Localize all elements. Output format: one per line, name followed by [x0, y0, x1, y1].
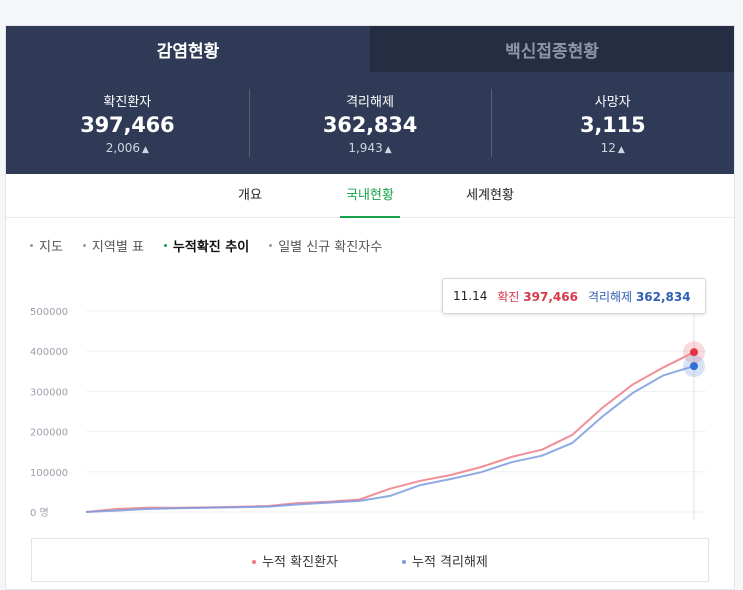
sub-tabs: 개요 국내현황 세계현황 [6, 174, 734, 218]
legend-dot-released [402, 560, 406, 564]
highlight-point-released [690, 362, 698, 371]
y-tick-label: 0 명 [30, 507, 49, 519]
top-tabs: 감염현황 백신접종현황 [6, 26, 734, 72]
bullet-icon [269, 244, 273, 247]
stat-delta-value: 1,943 [348, 141, 383, 155]
stat-delta: 2,006 ▲ [106, 141, 149, 155]
y-tick-label: 200000 [30, 428, 68, 439]
filter-label: 일별 신규 확진자수 [278, 240, 383, 255]
y-tick-label: 100000 [30, 468, 68, 479]
stat-deaths: 사망자 3,115 12 ▲ [491, 72, 734, 174]
tab-overview[interactable]: 개요 [238, 188, 262, 203]
bullet-icon [30, 244, 33, 247]
bullet-icon [82, 244, 86, 247]
stat-value: 3,115 [579, 113, 646, 137]
tab-domestic[interactable]: 국내현황 [310, 174, 430, 218]
up-triangle-icon: ▲ [142, 145, 149, 155]
tooltip-confirmed-value: 397,466 [523, 289, 578, 304]
covid-status-card: 감염현황 백신접종현황 확진환자 397,466 2,006 ▲ 격리해제 362… [5, 25, 735, 590]
stat-label: 격리해제 [346, 95, 394, 110]
up-triangle-icon: ▲ [617, 145, 625, 155]
stat-label: 사망자 [594, 95, 631, 110]
stat-confirmed: 확진환자 397,466 2,006 ▲ [6, 72, 249, 174]
stat-value: 397,466 [80, 113, 175, 137]
filter-label: 지도 [39, 240, 63, 255]
up-triangle-icon: ▲ [384, 145, 392, 155]
tooltip-confirmed-label: 확진 [497, 289, 520, 304]
stats-panel: 확진환자 397,466 2,006 ▲ 격리해제 362,834 1,943 ▲ … [6, 72, 734, 174]
view-filters: 지도 지역별 표 누적확진 추이 일별 신규 확진자수 [30, 236, 382, 255]
legend-dot-confirmed [252, 560, 257, 564]
y-tick-label: 300000 [30, 387, 68, 398]
filter-region-table[interactable]: 지역별 표 [82, 236, 144, 255]
filter-map[interactable]: 지도 [30, 236, 63, 255]
tooltip-released-value: 362,834 [635, 289, 691, 304]
series-line-released [85, 365, 695, 513]
stat-delta: 1,943 ▲ [348, 141, 391, 155]
stat-value: 362,834 [322, 113, 418, 137]
x-axis-label: 날짜 [30, 525, 50, 526]
legend-released[interactable]: 누적 격리해제 [402, 551, 488, 570]
tooltip-released: 격리해제 362,834 [588, 288, 691, 305]
tooltip-date: 11.14 [453, 289, 488, 303]
legend-label: 누적 격리해제 [412, 554, 488, 570]
legend-label: 누적 확진환자 [262, 554, 338, 570]
y-tick-label: 400000 [30, 347, 68, 358]
bullet-icon [163, 244, 167, 247]
filter-label: 지역별 표 [91, 240, 144, 255]
tab-vaccination-status[interactable]: 백신접종현황 [370, 26, 734, 72]
filter-cumulative-trend[interactable]: 누적확진 추이 [163, 236, 250, 255]
chart-legend: 누적 확진환자 누적 격리해제 [31, 538, 709, 582]
tab-world[interactable]: 세계현황 [466, 188, 514, 203]
y-tick-label: 500000 [30, 307, 68, 318]
tooltip-confirmed: 확진 397,466 [497, 288, 578, 305]
legend-confirmed[interactable]: 누적 확진환자 [252, 551, 338, 570]
stat-released: 격리해제 362,834 1,943 ▲ [248, 72, 492, 174]
filter-label: 누적확진 추이 [172, 240, 250, 255]
tooltip-released-label: 격리해제 [587, 289, 633, 304]
stat-delta-value: 2,006 [105, 141, 141, 155]
chart-tooltip: 11.14 확진 397,466 격리해제 362,834 [442, 278, 706, 314]
tab-infection-status[interactable]: 감염현황 [6, 26, 370, 72]
stat-delta: 12 ▲ [601, 141, 625, 155]
highlight-point-confirmed [690, 348, 698, 357]
stat-label: 확진환자 [103, 95, 152, 110]
stat-delta-value: 12 [600, 141, 616, 155]
filter-daily-new[interactable]: 일별 신규 확진자수 [269, 236, 382, 255]
